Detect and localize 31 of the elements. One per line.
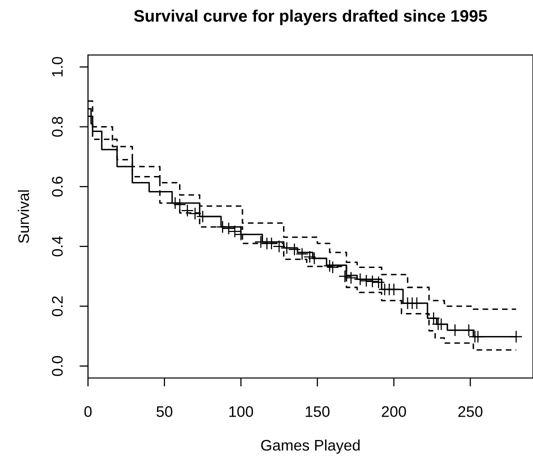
point [303, 250, 316, 264]
y-axis-title: Survival [18, 190, 30, 243]
y-tick-label: 0.4 [52, 236, 63, 256]
chart-title: Survival curve for players drafted since 1995 [134, 10, 487, 26]
x-tick-label: 200 [382, 406, 406, 417]
point [360, 274, 373, 288]
point [366, 275, 379, 288]
y-tick-label: 0.0 [52, 356, 63, 376]
x-tick-label: 150 [306, 406, 330, 417]
point [323, 259, 336, 272]
point [222, 222, 236, 235]
x-tick-label: 0 [84, 406, 92, 417]
point [326, 260, 340, 274]
point [372, 276, 385, 289]
point [338, 270, 352, 283]
x-tick-label: 50 [156, 406, 172, 417]
y-tick-label: 0.2 [52, 296, 63, 316]
point [188, 207, 202, 220]
point [296, 248, 308, 260]
point [288, 243, 301, 256]
point [344, 271, 358, 284]
point [272, 240, 286, 253]
x-axis-title: Games Played [261, 439, 360, 454]
point [181, 204, 194, 217]
x-tick-label: 250 [458, 406, 482, 417]
y-tick-label: 0.8 [52, 116, 63, 137]
point [228, 225, 242, 238]
y-tick-label: 0.6 [52, 176, 63, 197]
y-tick-label: 1.0 [52, 56, 63, 76]
point [173, 198, 186, 211]
x-tick-label: 100 [229, 406, 254, 417]
